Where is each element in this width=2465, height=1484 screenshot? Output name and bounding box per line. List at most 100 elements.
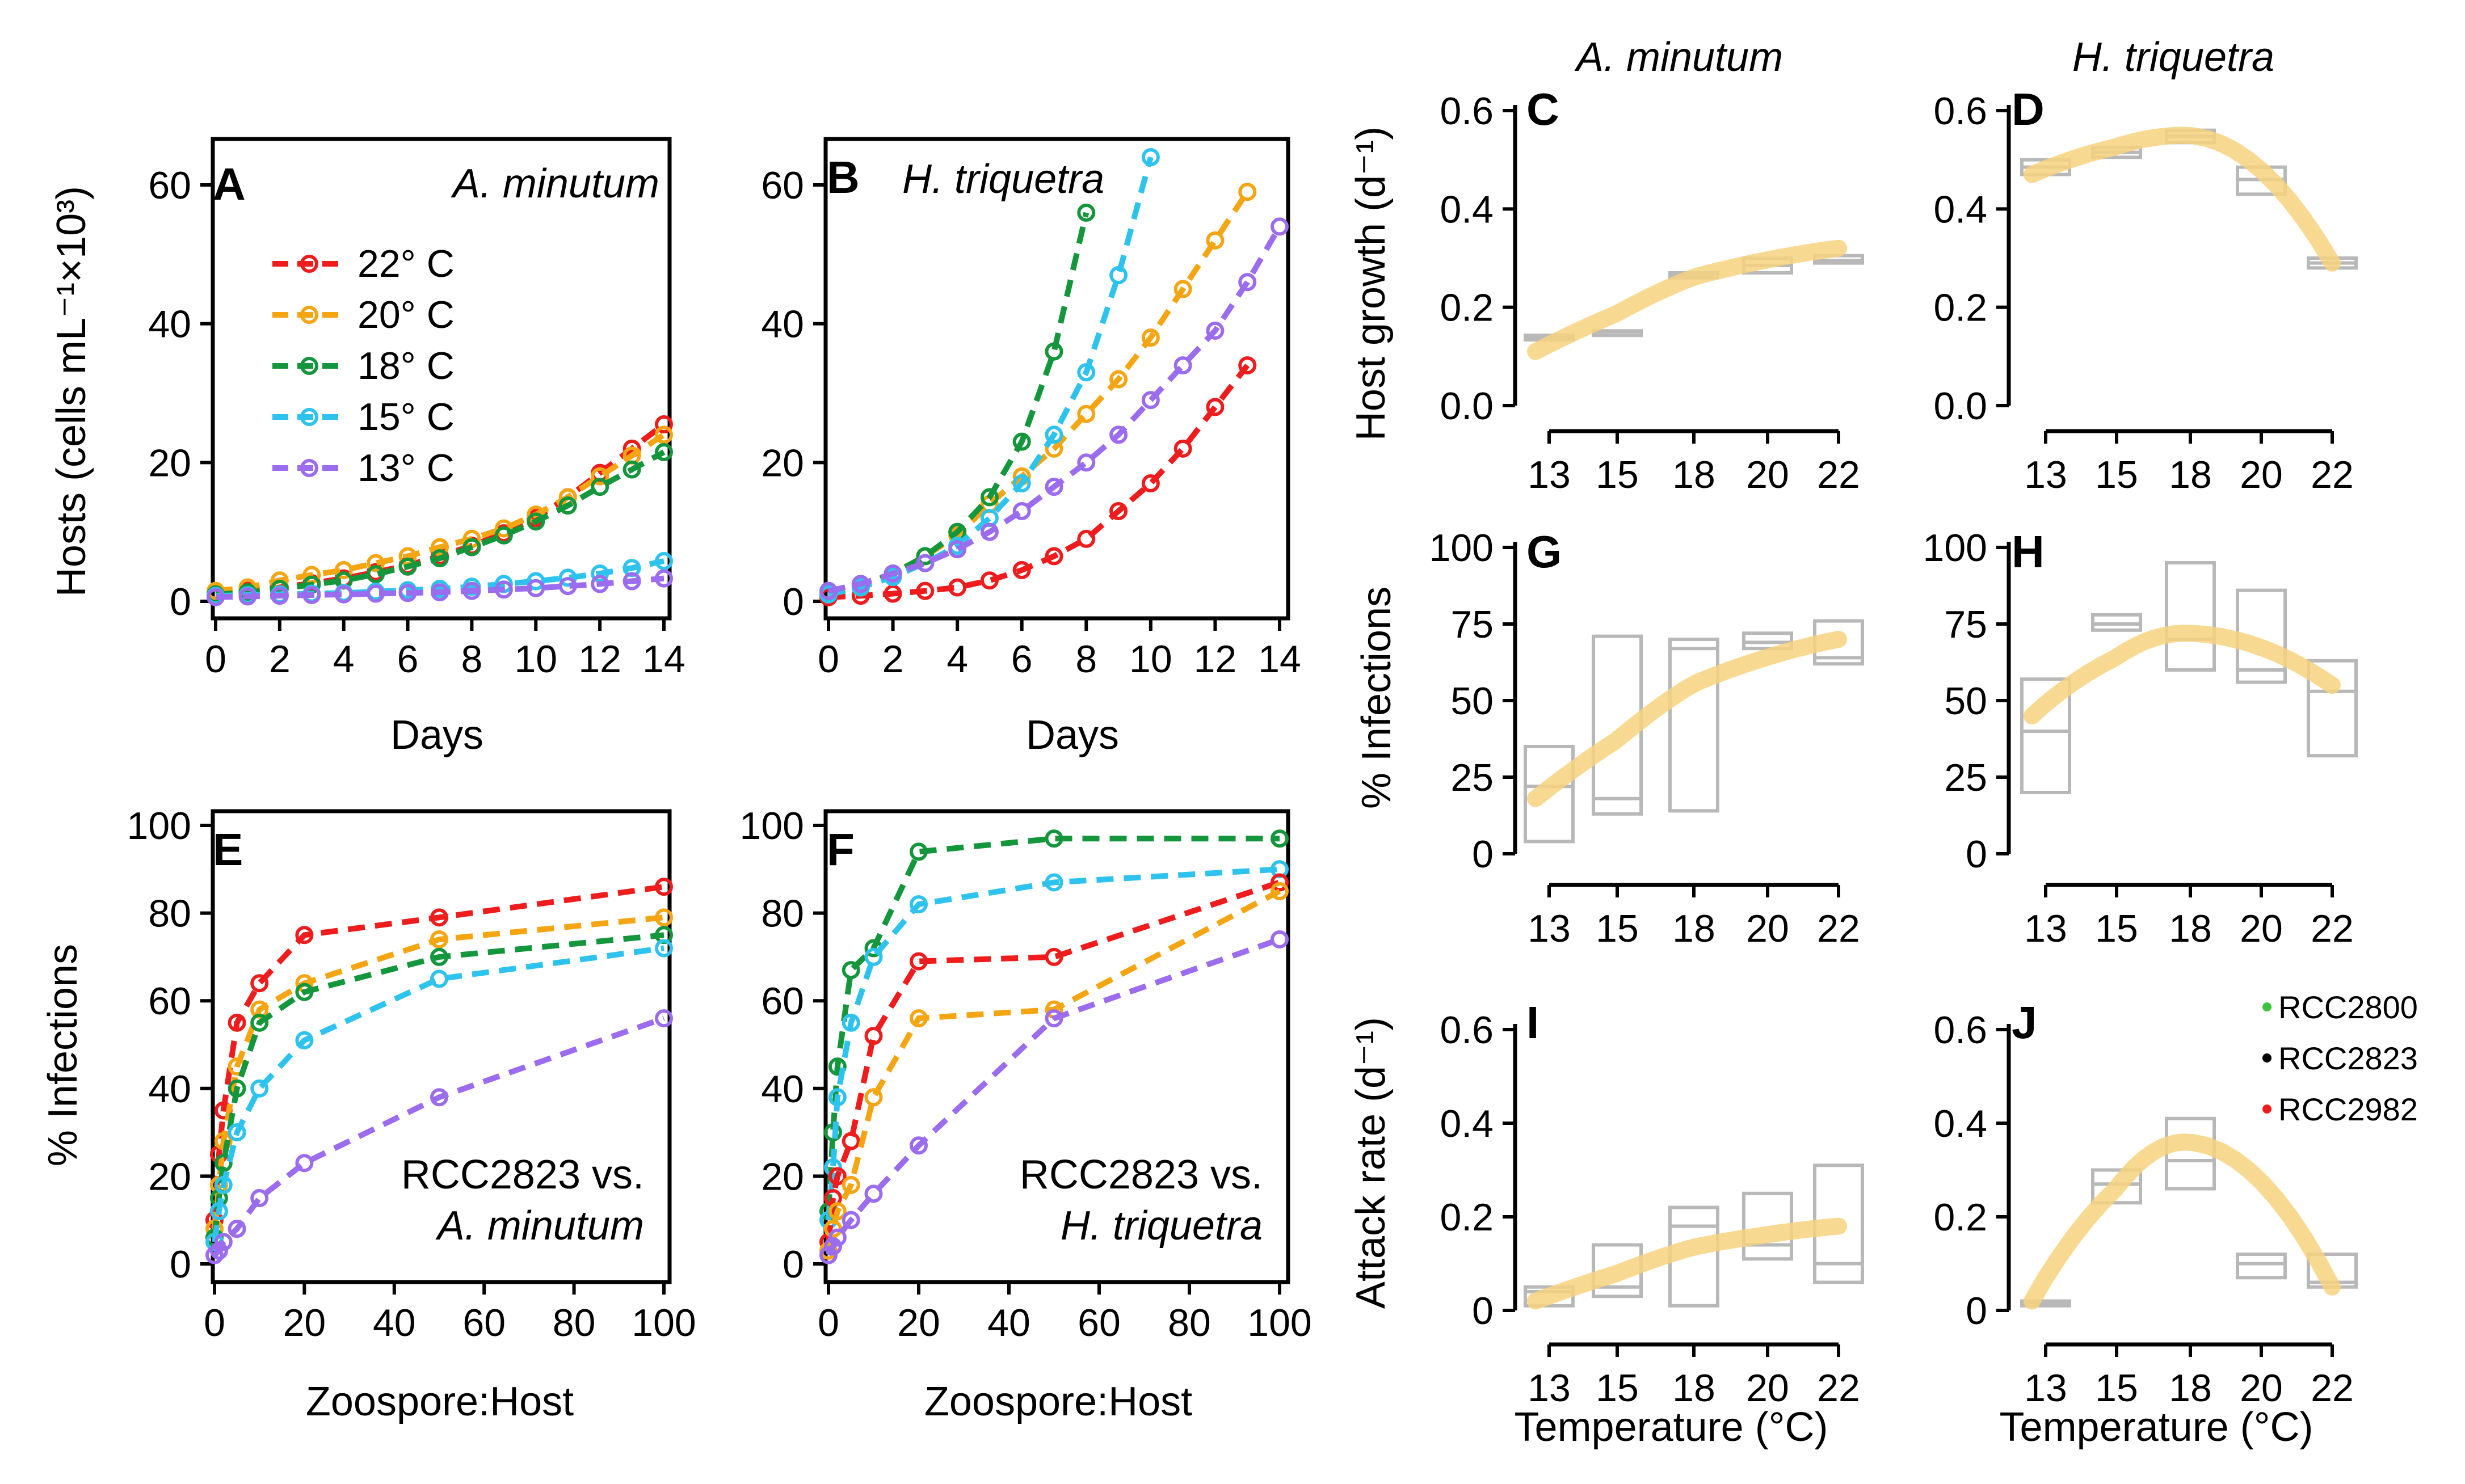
panel-d-xtick-label-0: 13	[2024, 453, 2067, 496]
panel-b-xtick-label-5: 10	[1129, 638, 1172, 681]
header-a-minutum: A. minutum	[1574, 35, 1783, 80]
panel-a-point-2-11	[558, 496, 577, 515]
panel-b-point-0-9	[1109, 501, 1128, 520]
panel-h-trend	[2024, 625, 2341, 724]
legend-label-rcc2823: RCC2823	[2278, 1040, 2418, 1076]
panel-b-point-1-8	[1077, 404, 1096, 423]
panel-a-ytick-label-3: 60	[148, 164, 191, 207]
panel-f-point-4-3	[842, 1211, 860, 1229]
panel-b-point-3-9	[1109, 266, 1128, 285]
panel-a-point-4-8	[462, 581, 481, 600]
panel-e-point-2-5	[295, 983, 314, 1001]
panel-b-xtick-label-3: 6	[1011, 638, 1033, 681]
panel-b-point-4-12	[1206, 321, 1225, 340]
panel-e-point-3-2	[214, 1175, 233, 1194]
legend-label-18: 18° C	[357, 344, 455, 387]
panel-a-point-2-10	[527, 512, 545, 531]
panel-a-point-2-6	[398, 557, 417, 576]
panel-f-point-2-2	[828, 1167, 847, 1186]
panel-f-xtick-label-3: 60	[1078, 1301, 1121, 1344]
panel-e-point-4-5	[295, 1154, 314, 1173]
g-ylabel: % Infections	[1354, 587, 1399, 809]
c-ylabel: Host growth (d⁻¹)	[1348, 127, 1394, 441]
panel-j-xtick-label-4: 22	[2311, 1367, 2354, 1410]
panel-b-point-0-5	[980, 571, 999, 590]
panel-b-point-4-9	[1109, 425, 1128, 444]
j-xlabel: Temperature (°C)	[2000, 1405, 2313, 1450]
panel-b-ytick-label-1: 20	[761, 441, 804, 484]
panel-j-ytick-label-1: 0.2	[1933, 1196, 1987, 1239]
panel-e-point-0-4	[250, 974, 269, 993]
panel-a-point-1-14	[655, 425, 673, 444]
panel-f-point-2-4	[864, 1027, 883, 1045]
panel-a-point-2-14	[655, 442, 673, 461]
panel-a-xtick-label-0: 0	[205, 638, 226, 681]
panel-h-box-0	[2020, 677, 2071, 794]
panel-e-xtick-label-1: 20	[283, 1301, 326, 1344]
panel-g-ytick-label-4: 100	[1429, 526, 1494, 570]
panel-e-series-line-3	[212, 945, 664, 1243]
panel-a-xtick-label-3: 6	[397, 638, 419, 681]
panel-j-box-1	[2091, 1168, 2142, 1205]
panel-a-point-4-2	[270, 587, 289, 605]
panel-h-ytick-label-1: 25	[1944, 756, 1987, 799]
panel-b-point-2-5	[980, 488, 999, 507]
panel-a-point-2-9	[494, 526, 513, 545]
panel-e-point-3-6	[430, 969, 448, 988]
panel-b-point-0-7	[1045, 547, 1063, 566]
panel-letter-g: G	[1526, 526, 1562, 577]
panel-f-point-2-3	[842, 1132, 860, 1150]
panel-f-ytick-label-4: 80	[761, 892, 804, 935]
panel-j-ytick-label-0: 0	[1966, 1289, 1987, 1333]
panel-c-trend	[1527, 239, 1847, 360]
panel-e-point-4-6	[430, 1088, 448, 1107]
panel-b-point-1-12	[1206, 231, 1225, 250]
panel-a-point-4-13	[622, 572, 641, 591]
a-ylabel: Hosts (cells mL⁻¹×10³)	[49, 186, 94, 597]
panel-f-xtick-label-1: 20	[897, 1301, 940, 1344]
panel-e-series-line-0	[212, 884, 664, 1221]
panel-e-xtick-label-4: 80	[553, 1301, 596, 1344]
panel-f-frame	[823, 809, 1290, 1284]
panel-e-point-1-6	[430, 930, 448, 948]
panel-a-species: A. minutum	[451, 161, 659, 206]
panel-f-point-3-4	[864, 1088, 883, 1107]
panel-h-xtick-label-1: 15	[2095, 907, 2138, 950]
panel-f-point-4-5	[910, 1136, 928, 1155]
panel-b-point-2-7	[1045, 342, 1063, 361]
panel-a-xtick-label-6: 12	[578, 638, 621, 681]
panel-b-xtick-label-1: 2	[882, 638, 904, 681]
panel-i-ytick-label-2: 0.4	[1440, 1102, 1494, 1145]
panel-f-point-3-2	[828, 1202, 847, 1221]
panel-f-point-0-3	[842, 961, 860, 980]
panel-b-point-0-4	[948, 578, 967, 597]
panel-letter-e: E	[213, 824, 243, 875]
panel-a-ytick-label-0: 0	[170, 580, 191, 623]
panel-e-xtick-label-3: 60	[462, 1301, 506, 1344]
panel-b-point-3-7	[1045, 425, 1063, 444]
panel-e-point-3-1	[209, 1202, 228, 1221]
panel-g-xtick-label-2: 18	[1672, 907, 1715, 950]
panel-f-point-2-7	[1271, 873, 1289, 892]
panel-g-ytick-label-0: 0	[1472, 833, 1494, 876]
panel-c-xtick-label-4: 22	[1817, 453, 1860, 496]
panel-b-point-1-9	[1109, 370, 1128, 389]
panel-e-ytick-label-5: 100	[127, 804, 191, 848]
panel-b-point-4-7	[1045, 478, 1063, 496]
legend-label-15: 15° C	[357, 395, 455, 439]
legend-label-22: 22° C	[357, 242, 455, 285]
panel-b-ytick-label-2: 40	[761, 303, 804, 346]
panel-a-point-3-12	[591, 564, 609, 583]
panel-i-xtick-label-2: 18	[1672, 1367, 1715, 1410]
panel-a-point-4-5	[367, 584, 385, 603]
panel-a-frame	[211, 137, 672, 621]
panel-b-point-4-2	[884, 564, 902, 583]
panel-f-point-4-0	[819, 1246, 838, 1264]
panel-f-point-1-5	[910, 895, 928, 914]
panel-j-xtick-label-3: 20	[2240, 1367, 2283, 1410]
legend-marker-20	[300, 306, 318, 324]
panel-b-series-line-2	[827, 212, 1090, 597]
panel-h-xtick-label-2: 18	[2169, 907, 2212, 950]
panel-b-point-2-6	[1012, 432, 1031, 451]
panel-j-ytick-label-3: 0.6	[1933, 1009, 1987, 1052]
